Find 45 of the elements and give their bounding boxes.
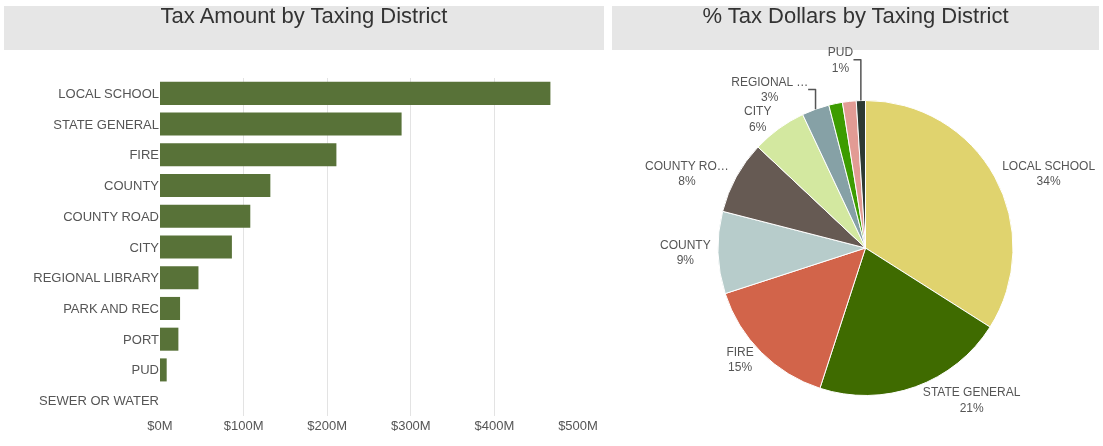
- data-label: 3%: [761, 90, 779, 105]
- data-label: 15%: [728, 360, 753, 375]
- bar: [160, 112, 402, 136]
- y-tick-label: REGIONAL LIBRARY: [33, 270, 160, 286]
- y-tick-label: PUD: [131, 362, 159, 378]
- bar: [160, 296, 181, 320]
- y-tick-label: PARK AND REC: [63, 301, 159, 316]
- x-tick-label: $300M: [390, 418, 431, 433]
- y-tick-label: COUNTY: [104, 178, 160, 194]
- bar: [160, 266, 199, 290]
- y-tick-label: CITY: [129, 239, 160, 255]
- data-label: 1%: [831, 60, 850, 75]
- bar: [160, 143, 337, 167]
- slice-label: COUNTY RO…: [645, 158, 729, 173]
- bar: [160, 235, 232, 259]
- x-tick-label: $500M: [558, 418, 598, 433]
- y-tick-label: PORT: [123, 331, 160, 347]
- bar: [160, 81, 551, 105]
- x-tick-label: $400M: [474, 418, 515, 433]
- slice-label: LOCAL SCHOOL: [1002, 158, 1096, 173]
- data-label: 6%: [749, 119, 767, 134]
- slice-label: REGIONAL …: [731, 74, 809, 89]
- y-tick-label: LOCAL SCHOOL: [58, 85, 159, 101]
- bar: [160, 358, 167, 382]
- y-tick-label: FIRE: [129, 147, 160, 163]
- chart-title: Tax Amount by Taxing District: [160, 2, 448, 28]
- slice-label: PUD: [827, 44, 854, 59]
- slice-label: CITY: [744, 104, 772, 119]
- chart-title: % Tax Dollars by Taxing District: [702, 2, 1009, 28]
- y-tick-label: COUNTY ROAD: [63, 208, 159, 224]
- slice-label: FIRE: [726, 344, 754, 359]
- bar: [160, 204, 251, 228]
- y-tick-label: SEWER OR WATER: [39, 393, 159, 409]
- data-label: 21%: [959, 400, 984, 415]
- bar: [160, 174, 271, 198]
- x-tick-label: $200M: [307, 418, 348, 433]
- data-label: 9%: [676, 253, 695, 268]
- bar: [160, 327, 179, 351]
- x-tick-label: $0M: [147, 418, 173, 433]
- data-label: 8%: [678, 174, 696, 189]
- x-tick-label: $100M: [223, 418, 264, 433]
- slice-label: STATE GENERAL: [922, 385, 1021, 400]
- data-label: 34%: [1036, 174, 1061, 189]
- slice-label: COUNTY: [660, 237, 711, 252]
- y-tick-label: STATE GENERAL: [53, 116, 159, 132]
